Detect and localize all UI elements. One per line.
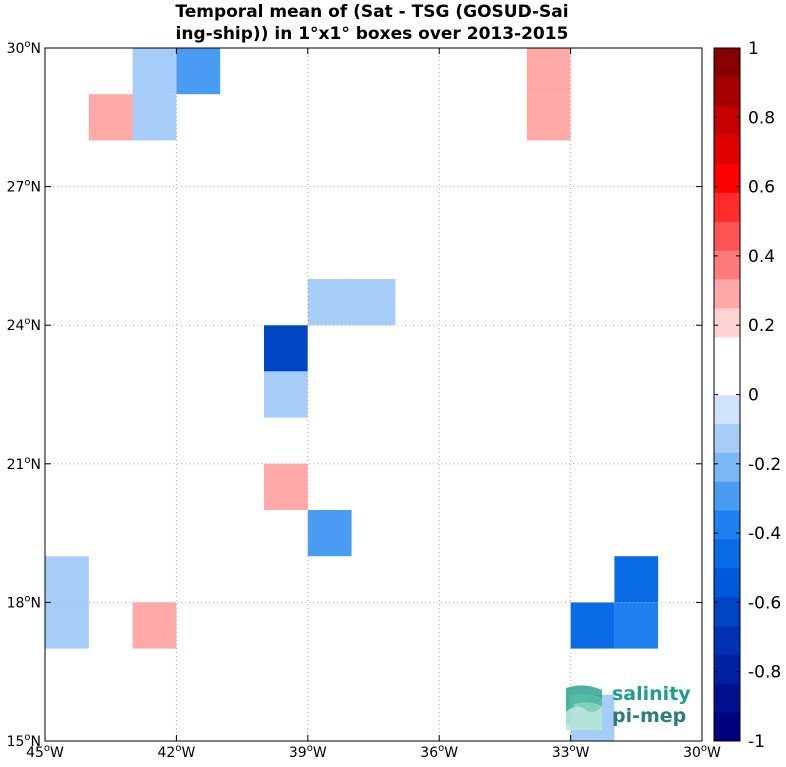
colorbar-bin — [714, 192, 740, 222]
data-cell — [176, 48, 221, 95]
data-cell — [264, 463, 308, 510]
colorbar-bin — [714, 105, 740, 136]
colorbar-bin — [714, 48, 740, 78]
data-cell — [264, 417, 308, 464]
colorbar-tick-label: -0.2 — [748, 455, 781, 475]
data-cell — [132, 48, 177, 95]
colorbar-bin — [714, 452, 740, 482]
colorbar-tick-label: 0.2 — [748, 316, 775, 336]
data-cell — [614, 602, 659, 649]
data-cell — [264, 325, 308, 372]
y-tick-label: 21oN — [7, 455, 41, 473]
data-cell — [307, 279, 352, 326]
colorbar-bin — [714, 510, 740, 540]
colorbar-bin — [714, 221, 740, 251]
colorbar-bin — [714, 163, 740, 193]
colorbar-tick-label: -0.8 — [748, 663, 781, 683]
colorbar-tick-label: -1 — [748, 732, 765, 752]
grid-lines — [45, 48, 702, 741]
colorbar-tick-label: 0.8 — [748, 108, 775, 128]
colorbar-bin — [714, 365, 740, 395]
data-cell — [570, 602, 615, 649]
chart-title: Temporal mean of (Sat - TSG (GOSUD-Saiin… — [175, 2, 568, 44]
chart-title-line: ing-ship)) in 1°x1° boxes over 2013-2015 — [176, 24, 569, 44]
data-cell — [526, 48, 571, 95]
colorbar: 1 0.8 0.6 0.4 0.2 0 -0.2 -0.4 -0.6 -0.8 -1 — [713, 39, 781, 752]
colorbar-bin — [714, 481, 740, 511]
data-cell — [526, 94, 571, 141]
y-tick-label: 15oN — [7, 732, 41, 750]
y-tick-label: 18oN — [7, 593, 41, 611]
data-cell — [88, 94, 133, 141]
wave-logo-icon — [566, 685, 602, 732]
data-cell — [351, 232, 396, 279]
y-tick-label: 30oN — [7, 39, 41, 57]
colorbar-bin — [714, 134, 740, 164]
colorbar-bin — [714, 307, 740, 338]
colorbar-bin — [714, 538, 740, 569]
chart-title-line: Temporal mean of (Sat - TSG (GOSUD-Sai — [175, 2, 568, 22]
logo-line1: salinity — [612, 683, 691, 705]
plot-frame — [44, 47, 703, 742]
salinity-pimep-logo: salinity pi-mep — [566, 683, 691, 732]
data-cell — [264, 371, 308, 418]
x-tick-label: 39oW — [289, 743, 327, 761]
colorbar-tick-label: 0 — [748, 386, 759, 406]
data-cell — [132, 94, 177, 141]
colorbar-tick-label: 0.6 — [748, 178, 775, 198]
colorbar-bin — [714, 279, 740, 309]
colorbar-bin — [714, 250, 740, 280]
x-tick-label: 33oW — [552, 743, 590, 761]
colorbar-bin — [714, 683, 740, 713]
colorbar-bin — [714, 76, 740, 107]
data-cell — [307, 325, 352, 372]
colorbar-tick-label: -0.6 — [748, 593, 781, 613]
colorbar-bin — [714, 394, 740, 424]
x-tick-label: 36oW — [420, 743, 458, 761]
colorbar-bin — [714, 423, 740, 453]
x-tick-label: 45oW — [26, 743, 64, 761]
colorbar-bin — [714, 654, 740, 684]
y-tick-label: 27oN — [7, 178, 41, 196]
data-cell — [132, 602, 177, 649]
data-cell — [614, 556, 659, 603]
x-tick-label: 42oW — [158, 743, 196, 761]
colorbar-bin — [714, 625, 740, 655]
x-tick-label: 30oW — [683, 743, 721, 761]
data-cell — [307, 510, 352, 557]
data-cell — [658, 602, 702, 649]
data-cell — [351, 279, 396, 326]
axis-ticks: 45oW 42oW 39oW 36oW 33oW 30oW 15oN 18oN 21oN 24oN… — [7, 39, 721, 761]
colorbar-tick-label: -0.4 — [748, 524, 781, 544]
colorbar-bin — [714, 567, 740, 598]
colorbar-tick-label: 0.4 — [748, 247, 775, 267]
logo-line2: pi-mep — [612, 705, 686, 727]
data-cells — [45, 48, 702, 741]
colorbar-bin — [714, 712, 740, 742]
data-cell — [45, 556, 89, 603]
colorbar-tick-label: 1 — [748, 39, 759, 59]
y-tick-label: 24oN — [7, 316, 41, 334]
data-cell — [45, 602, 89, 649]
colorbar-bin — [714, 596, 740, 626]
colorbar-bin — [714, 336, 740, 367]
